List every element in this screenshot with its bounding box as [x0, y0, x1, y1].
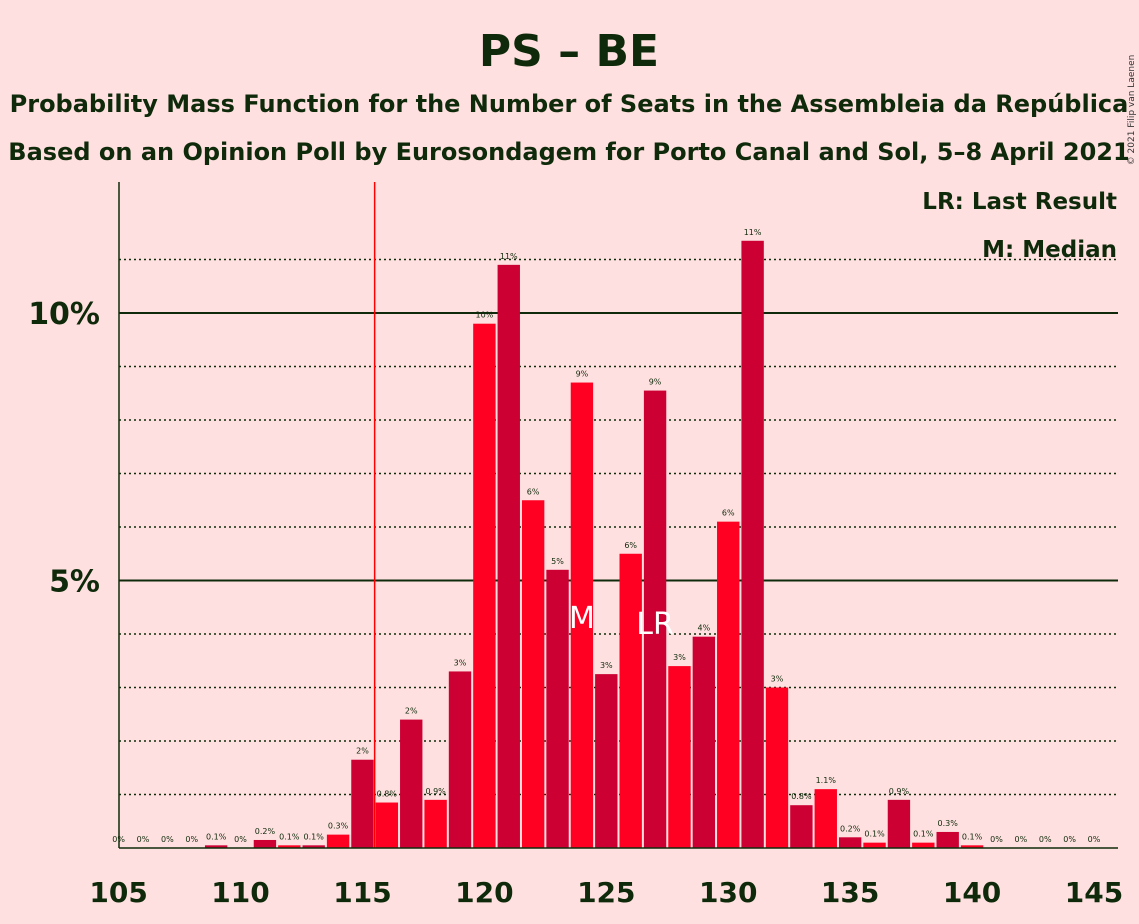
bar: [741, 240, 764, 848]
bar: [521, 500, 545, 848]
bar: [790, 805, 813, 848]
bar: [204, 845, 228, 848]
bar-labels: 0%0%0%0%0.1%0%0.2%0.1%0.1%0.3%2%0.8%2%0.…: [112, 228, 1100, 844]
bar: [375, 802, 399, 848]
legend-last-result: LR: Last Result: [922, 189, 1117, 215]
bar-value-label: 3%: [771, 675, 784, 684]
bar: [497, 264, 520, 849]
bar-value-label: 9%: [649, 378, 662, 387]
bar-value-label: 0.3%: [938, 819, 959, 828]
bar: [424, 799, 447, 848]
x-tick-label: 125: [577, 876, 635, 909]
bar: [814, 789, 837, 848]
bar-value-label: 9%: [576, 370, 589, 379]
bar-value-label: 1.1%: [816, 776, 837, 785]
x-tick-label: 135: [821, 876, 879, 909]
x-tick-label: 145: [1065, 876, 1123, 909]
bar: [765, 687, 789, 848]
markers: M LR: [373, 182, 674, 848]
bar-value-label: 0%: [990, 835, 1003, 844]
bar: [668, 666, 691, 848]
chart-subtitle-1: Probability Mass Function for the Number…: [10, 90, 1129, 118]
x-tick-label: 110: [211, 876, 269, 909]
x-tick-label: 115: [333, 876, 391, 909]
bar: [936, 831, 959, 848]
bar-value-label: 0.2%: [255, 827, 276, 836]
median-marker: M: [569, 601, 595, 636]
chart-title: PS – BE: [479, 26, 659, 77]
y-tick-label: 10%: [28, 297, 100, 332]
bar-value-label: 2%: [405, 707, 418, 716]
bar: [887, 799, 911, 848]
bar: [278, 845, 301, 848]
chart-subtitle-2: Based on an Opinion Poll by Eurosondagem…: [8, 138, 1129, 166]
bar: [619, 553, 642, 848]
bar-value-label: 0.3%: [328, 822, 349, 831]
bar-value-label: 0.9%: [889, 787, 910, 796]
bar: [400, 719, 423, 848]
bar-value-label: 4%: [697, 624, 710, 633]
bar-value-label: 0.8%: [791, 792, 812, 801]
bar-value-label: 0.9%: [425, 787, 446, 796]
bar-value-label: 3%: [673, 653, 686, 662]
bar-value-label: 0.1%: [913, 830, 934, 839]
bar-value-label: 11%: [500, 252, 518, 261]
bar-value-label: 0%: [1088, 835, 1101, 844]
bar-value-label: 0%: [1039, 835, 1052, 844]
bar-value-label: 0%: [234, 835, 247, 844]
bar-value-label: 0%: [1014, 835, 1027, 844]
bar-value-label: 0.1%: [304, 832, 325, 841]
bar: [717, 521, 740, 848]
bar-value-label: 0.1%: [279, 832, 300, 841]
bar: [863, 842, 886, 848]
bar: [960, 845, 984, 848]
x-tick-label: 120: [455, 876, 513, 909]
bar: [546, 569, 569, 848]
bar-value-label: 6%: [527, 487, 540, 496]
y-tick-label: 5%: [49, 565, 100, 600]
bar: [351, 759, 374, 848]
bar-value-label: 10%: [475, 311, 493, 320]
bar: [448, 671, 472, 848]
bar-value-label: 5%: [551, 557, 564, 566]
bar-value-label: 2%: [356, 747, 369, 756]
bar-value-label: 0%: [137, 835, 150, 844]
bar-value-label: 6%: [722, 509, 735, 518]
bar: [473, 323, 496, 848]
bar-value-label: 0.8%: [377, 790, 398, 799]
bar: [838, 837, 862, 848]
bar-value-label: 0%: [185, 835, 198, 844]
bar-value-label: 0.1%: [206, 832, 227, 841]
bar-value-label: 0%: [161, 835, 174, 844]
bars: [204, 240, 984, 849]
last-result-marker: LR: [636, 607, 674, 642]
bar-value-label: 0.2%: [840, 824, 861, 833]
bar: [302, 845, 325, 848]
bar: [692, 636, 716, 848]
bar: [595, 674, 618, 848]
x-tick-label: 105: [89, 876, 147, 909]
bar-value-label: 0.1%: [962, 832, 983, 841]
bar-value-label: 3%: [454, 658, 467, 667]
bar-value-label: 0.1%: [864, 830, 885, 839]
bar: [912, 842, 935, 848]
bar-value-label: 6%: [624, 541, 637, 550]
bar: [643, 390, 667, 848]
copyright-notice: © 2021 Filip van Laenen: [1127, 55, 1137, 166]
bar-value-label: 11%: [744, 228, 762, 237]
x-tick-label: 140: [943, 876, 1001, 909]
bar: [253, 839, 277, 848]
legend-median: M: Median: [982, 237, 1117, 263]
bar: [326, 834, 350, 848]
bar: [570, 382, 594, 848]
bar-value-label: 3%: [600, 661, 613, 670]
x-tick-labels: 105 110 115 120 125 130 135 140 145: [89, 876, 1123, 909]
y-tick-labels: 5% 10%: [28, 297, 100, 600]
bar-value-label: 0%: [1063, 835, 1076, 844]
x-tick-label: 130: [699, 876, 757, 909]
gridlines: [119, 258, 1118, 796]
